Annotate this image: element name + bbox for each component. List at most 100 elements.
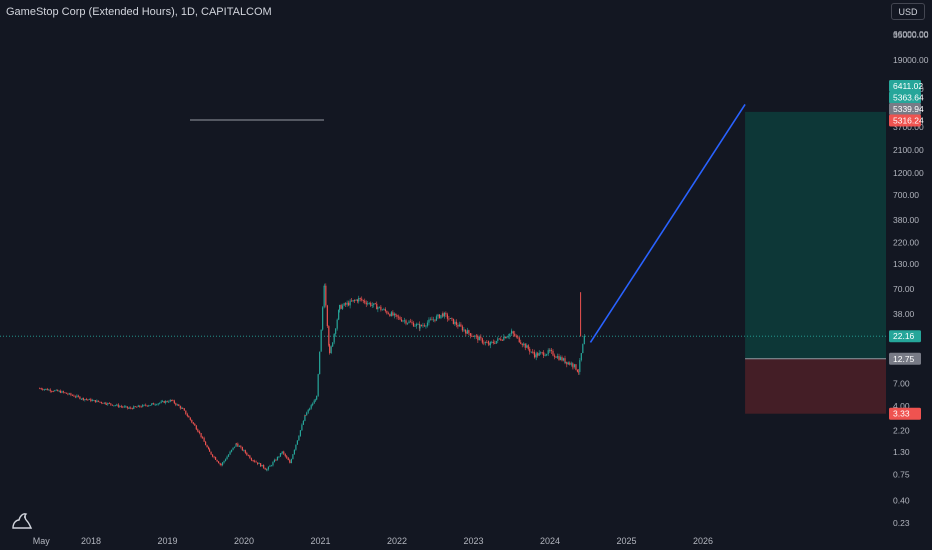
candle bbox=[468, 330, 470, 334]
candle bbox=[313, 400, 315, 404]
candle bbox=[339, 304, 341, 310]
candle bbox=[428, 319, 430, 323]
candle bbox=[290, 459, 292, 463]
price-badge: 6411.02 bbox=[889, 80, 923, 92]
candle bbox=[194, 423, 196, 426]
candle bbox=[170, 400, 172, 401]
candle bbox=[235, 443, 237, 445]
candle bbox=[237, 443, 239, 447]
candle bbox=[546, 354, 548, 356]
candle bbox=[357, 299, 359, 302]
candle bbox=[498, 338, 500, 340]
price-axis-label: 38.00 bbox=[893, 309, 915, 319]
candle bbox=[567, 362, 569, 365]
candle bbox=[537, 353, 539, 356]
price-axis-label: 3700.00 bbox=[893, 122, 924, 132]
candle bbox=[199, 431, 201, 434]
candle bbox=[93, 400, 95, 401]
candle bbox=[481, 338, 483, 343]
price-axis-label: 2.20 bbox=[893, 426, 910, 436]
candle bbox=[258, 463, 260, 465]
candle bbox=[484, 342, 486, 343]
candle bbox=[399, 317, 401, 320]
candle bbox=[472, 336, 474, 337]
candle bbox=[143, 404, 145, 406]
candle bbox=[304, 415, 306, 421]
candle bbox=[562, 358, 565, 361]
candle bbox=[165, 401, 167, 403]
candle bbox=[438, 314, 441, 319]
price-axis-label: 4.00 bbox=[893, 401, 910, 411]
candle bbox=[90, 398, 92, 402]
price-badge-label: 22.16 bbox=[893, 331, 915, 341]
candle bbox=[362, 300, 364, 302]
candle bbox=[336, 319, 338, 329]
candle bbox=[517, 336, 519, 338]
candle bbox=[278, 456, 280, 458]
candle bbox=[306, 412, 308, 416]
candle bbox=[349, 300, 351, 306]
chart-title: GameStop Corp (Extended Hours), 1D, CAPI… bbox=[6, 6, 272, 18]
candle bbox=[520, 342, 522, 344]
candle bbox=[139, 405, 141, 407]
candle bbox=[555, 356, 557, 358]
candle bbox=[261, 465, 263, 467]
candle bbox=[97, 400, 99, 402]
candle bbox=[39, 388, 41, 390]
price-axis-label: 7.00 bbox=[893, 378, 910, 388]
tradingview-logo-icon[interactable] bbox=[11, 510, 33, 530]
candles-group bbox=[39, 283, 585, 472]
candle bbox=[229, 451, 231, 455]
candle bbox=[99, 401, 101, 403]
candle bbox=[55, 389, 57, 391]
candle bbox=[387, 313, 389, 315]
candle bbox=[549, 350, 551, 352]
candle bbox=[260, 463, 262, 467]
candle bbox=[197, 431, 199, 433]
candle bbox=[181, 408, 183, 409]
candle bbox=[445, 312, 447, 315]
candle bbox=[530, 351, 532, 353]
candle bbox=[541, 352, 543, 354]
candle bbox=[247, 455, 249, 456]
candle bbox=[54, 390, 56, 392]
candle bbox=[210, 451, 212, 455]
candle bbox=[478, 336, 480, 341]
candle bbox=[397, 316, 400, 318]
candle bbox=[442, 313, 444, 317]
candle bbox=[123, 406, 125, 408]
candle bbox=[46, 388, 48, 391]
candle bbox=[223, 460, 225, 463]
price-axis-label: 2100.00 bbox=[893, 145, 924, 155]
candle bbox=[142, 404, 144, 407]
candle bbox=[289, 460, 291, 462]
candle bbox=[159, 402, 161, 404]
candle bbox=[580, 353, 582, 361]
candle bbox=[221, 462, 224, 466]
candle bbox=[564, 361, 566, 363]
candle bbox=[437, 314, 439, 317]
candle bbox=[251, 459, 253, 461]
candle bbox=[276, 456, 279, 461]
candle bbox=[169, 400, 171, 402]
candle bbox=[465, 331, 467, 334]
candle bbox=[74, 396, 76, 398]
candle bbox=[287, 457, 289, 461]
candle bbox=[543, 352, 545, 356]
candle bbox=[68, 393, 70, 395]
candle bbox=[466, 330, 468, 334]
candle bbox=[73, 395, 75, 397]
candle bbox=[224, 459, 227, 461]
candle bbox=[377, 307, 379, 310]
candle bbox=[195, 425, 197, 430]
candle bbox=[202, 437, 204, 438]
candle bbox=[172, 400, 174, 402]
currency-button[interactable]: USD bbox=[891, 3, 925, 20]
candle bbox=[226, 456, 228, 460]
time-axis-label: 2026 bbox=[693, 536, 713, 546]
candle bbox=[503, 336, 505, 341]
candle bbox=[395, 313, 397, 315]
candle bbox=[281, 451, 283, 453]
candle bbox=[474, 335, 476, 337]
